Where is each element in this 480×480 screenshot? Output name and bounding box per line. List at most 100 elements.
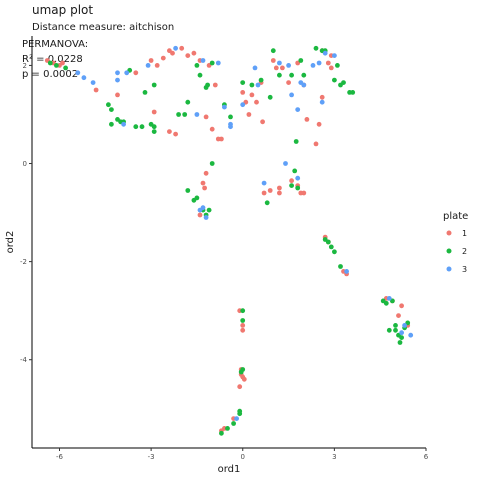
scatter-point-plate-2 [240, 318, 246, 323]
scatter-point-plate-2 [313, 45, 319, 51]
scatter-point-plate-1 [304, 117, 310, 122]
chart-subtitle-line-1: Distance measure: aitchison [32, 22, 174, 33]
x-tick-label: 6 [424, 453, 429, 461]
scatter-point-plate-2 [228, 114, 233, 120]
scatter-point-plate-1 [115, 92, 120, 98]
scatter-point-plate-2 [237, 411, 243, 417]
scatter-point-plate-3 [121, 121, 126, 127]
scatter-point-plate-3 [115, 77, 120, 83]
scatter-point-plate-3 [277, 60, 282, 66]
scatter-point-plate-2 [151, 124, 157, 130]
x-axis-title: ord1 [218, 464, 241, 475]
scatter-point-plate-1 [148, 58, 154, 63]
scatter-point-plate-2 [289, 183, 294, 189]
scatter-point-plate-2 [264, 200, 270, 206]
scatter-point-plate-2 [194, 195, 200, 201]
scatter-point-plate-2 [225, 426, 230, 431]
y-axis-title: ord2 [5, 231, 16, 254]
scatter-point-plate-1 [240, 90, 246, 95]
scatter-point-plate-3 [115, 70, 120, 76]
scatter-point-plate-3 [81, 75, 87, 81]
scatter-point-plate-1 [289, 178, 294, 184]
chart-subtitle-line-3: R² = 0.0228 [22, 54, 83, 65]
scatter-point-plate-1 [267, 188, 273, 193]
scatter-point-plate-2 [258, 77, 264, 83]
scatter-point-plate-1 [60, 60, 65, 66]
scatter-point-plate-1 [399, 303, 404, 309]
scatter-point-plate-2 [386, 327, 392, 333]
scatter-point-plate-1 [200, 180, 206, 186]
scatter-point-plate-2 [197, 72, 203, 78]
legend: plate 1 2 3 [443, 211, 468, 274]
scatter-point-plate-3 [386, 296, 392, 301]
scatter-point-plate-2 [109, 121, 114, 127]
scatter-point-plate-3 [228, 124, 233, 130]
scatter-point-plate-2 [194, 63, 200, 68]
scatter-point-plate-2 [338, 264, 343, 269]
scatter-point-plate-2 [63, 65, 68, 71]
scatter-point-plate-3 [75, 70, 81, 76]
x-tick-label: 0 [241, 453, 245, 461]
x-axis-ticks: -6 -3 0 3 6 [56, 448, 429, 461]
scatter-point-plate-2 [277, 72, 282, 78]
scatter-point-plate-1 [270, 58, 276, 63]
scatter-point-plate-3 [408, 332, 414, 338]
scatter-point-plate-1 [325, 60, 331, 66]
scatter-point-plate-3 [145, 63, 151, 68]
scatter-point-plate-3 [295, 175, 301, 181]
scatter-point-plate-2 [205, 82, 211, 88]
chart-subtitle-line-2: PERMANOVA: [22, 39, 88, 50]
scatter-point-plate-2 [176, 112, 182, 117]
scatter-point-plate-2 [301, 72, 307, 78]
legend-key-plate-2 [446, 248, 452, 254]
scatter-point-plate-1 [202, 185, 208, 191]
scatter-point-plate-1 [212, 82, 218, 88]
scatter-point-plate-1 [237, 384, 243, 390]
scatter-point-plate-1 [179, 45, 185, 51]
scatter-point-plate-2 [209, 161, 215, 166]
y-axis-ticks: -4 -2 0 2 [20, 62, 32, 364]
scatter-point-plate-2 [292, 168, 298, 174]
scatter-point-plate-1 [173, 131, 179, 137]
scatter-point-plate-3 [316, 60, 322, 66]
scatter-point-plate-1 [316, 121, 322, 127]
scatter-point-plate-1 [160, 55, 166, 61]
scatter-point-plate-1 [185, 53, 191, 58]
scatter-point-plate-2 [295, 185, 301, 191]
chart-subtitle-line-4: p = 0.0002 [22, 69, 78, 80]
scatter-point-plate-1 [277, 185, 282, 191]
scatter-point-plate-2 [249, 82, 255, 88]
scatter-point-plate-1 [191, 50, 197, 56]
x-tick-label: -6 [56, 453, 64, 461]
scatter-point-plate-3 [261, 180, 267, 186]
scatter-point-plate-2 [270, 48, 276, 54]
scatter-point-plate-3 [215, 60, 221, 66]
scatter-point-plate-2 [109, 107, 114, 112]
scatter-point-plate-2 [332, 77, 337, 83]
scatter-point-plate-2 [185, 99, 191, 105]
scatter-point-plate-1 [167, 129, 172, 135]
scatter-point-plate-1 [170, 50, 175, 56]
legend-label-plate-1: 1 [462, 229, 467, 238]
scatter-point-plate-2 [151, 82, 157, 88]
scatter-point-plate-1 [203, 170, 209, 176]
x-tick-label: 3 [332, 453, 336, 461]
scatter-point-plate-2 [289, 72, 294, 78]
scatter-point-plate-1 [209, 126, 215, 132]
scatter-point-plate-2 [185, 188, 191, 193]
scatter-point-plate-3 [124, 70, 130, 76]
scatter-point-plate-2 [151, 129, 157, 135]
scatter-point-plate-2 [341, 80, 346, 85]
scatter-point-plate-2 [267, 94, 273, 100]
scatter-point-plate-1 [277, 190, 282, 196]
scatter-point-plate-1 [240, 323, 246, 328]
y-tick-label: 2 [23, 62, 27, 70]
scatter-point-plate-3 [310, 63, 316, 68]
scatter-point-plate-3 [322, 50, 328, 56]
scatter-point-plate-3 [240, 102, 246, 108]
scatter-point-plate-2 [293, 139, 299, 144]
scatter-point-plate-3 [332, 53, 337, 58]
scatter-point-plate-1 [154, 63, 160, 68]
scatter-point-plate-2 [238, 369, 244, 375]
scatter-point-plate-1 [280, 65, 285, 71]
